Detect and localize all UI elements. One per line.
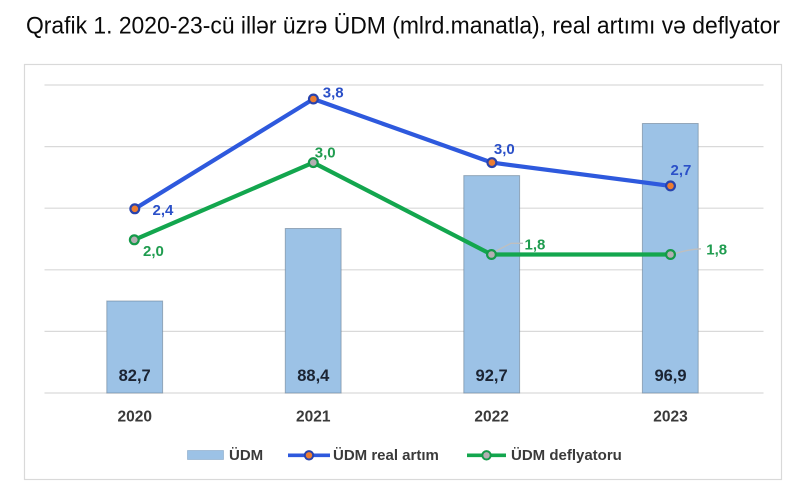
svg-text:92,7: 92,7 [476, 367, 508, 385]
svg-text:1,8: 1,8 [525, 237, 546, 254]
svg-text:3,0: 3,0 [315, 145, 336, 162]
svg-text:ÜDM deflyatoru: ÜDM deflyatoru [511, 447, 622, 464]
svg-text:88,4: 88,4 [297, 367, 330, 385]
svg-text:2023: 2023 [653, 409, 688, 426]
svg-text:2022: 2022 [474, 409, 508, 426]
svg-text:96,9: 96,9 [654, 367, 686, 385]
svg-text:2,0: 2,0 [143, 243, 164, 260]
svg-text:2021: 2021 [296, 409, 331, 426]
svg-text:2020: 2020 [117, 409, 151, 426]
svg-text:2,7: 2,7 [671, 162, 692, 179]
svg-text:Qrafik 1. 2020-23-cü illər üzr: Qrafik 1. 2020-23-cü illər üzrə ÜDM (mlr… [26, 13, 780, 40]
svg-text:3,0: 3,0 [494, 141, 515, 158]
svg-text:ÜDM: ÜDM [229, 447, 263, 464]
svg-text:3,8: 3,8 [323, 85, 344, 102]
svg-text:82,7: 82,7 [119, 367, 151, 385]
svg-text:1,8: 1,8 [706, 242, 727, 259]
svg-text:ÜDM real artım: ÜDM real artım [333, 447, 439, 464]
svg-text:2,4: 2,4 [153, 202, 175, 219]
